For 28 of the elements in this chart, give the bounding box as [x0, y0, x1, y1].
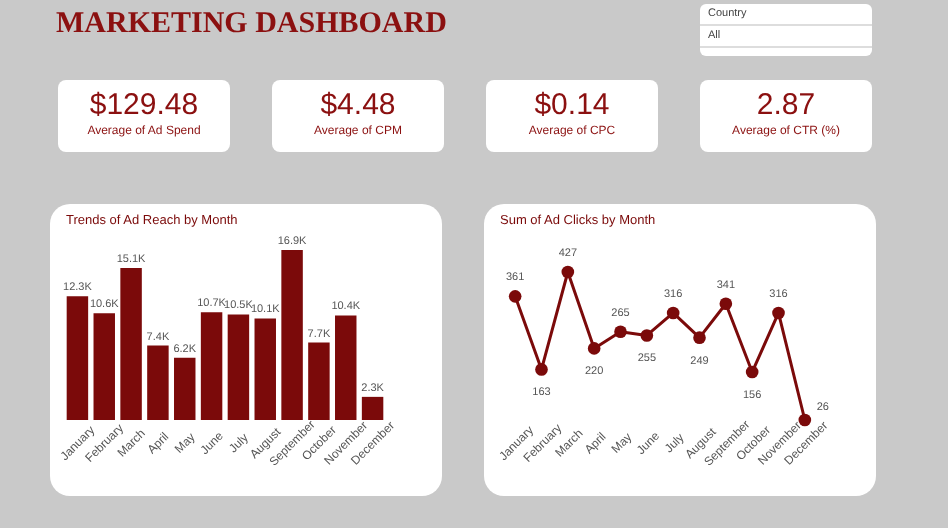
bar	[254, 318, 276, 420]
text: MARKETING DASHBOARD	[56, 8, 447, 42]
bar	[147, 345, 169, 420]
text: $4.48	[320, 88, 396, 122]
text: $129.48	[89, 88, 199, 122]
bar	[66, 296, 89, 420]
bar	[335, 315, 357, 420]
point	[508, 290, 522, 303]
bar	[227, 314, 250, 420]
bar	[361, 396, 384, 420]
point	[666, 306, 680, 320]
bar	[308, 342, 330, 420]
bar	[281, 250, 303, 420]
point	[772, 306, 785, 320]
point	[640, 329, 654, 342]
point	[719, 297, 733, 311]
point	[561, 265, 575, 279]
bar	[174, 357, 196, 420]
point	[614, 325, 627, 339]
point	[535, 363, 548, 376]
text: 2.87	[756, 88, 816, 122]
point	[745, 365, 759, 379]
text: $0.14	[534, 88, 610, 122]
bar	[93, 313, 115, 420]
bar	[120, 268, 142, 420]
point	[693, 331, 706, 345]
point	[587, 342, 601, 355]
bar	[200, 312, 223, 420]
